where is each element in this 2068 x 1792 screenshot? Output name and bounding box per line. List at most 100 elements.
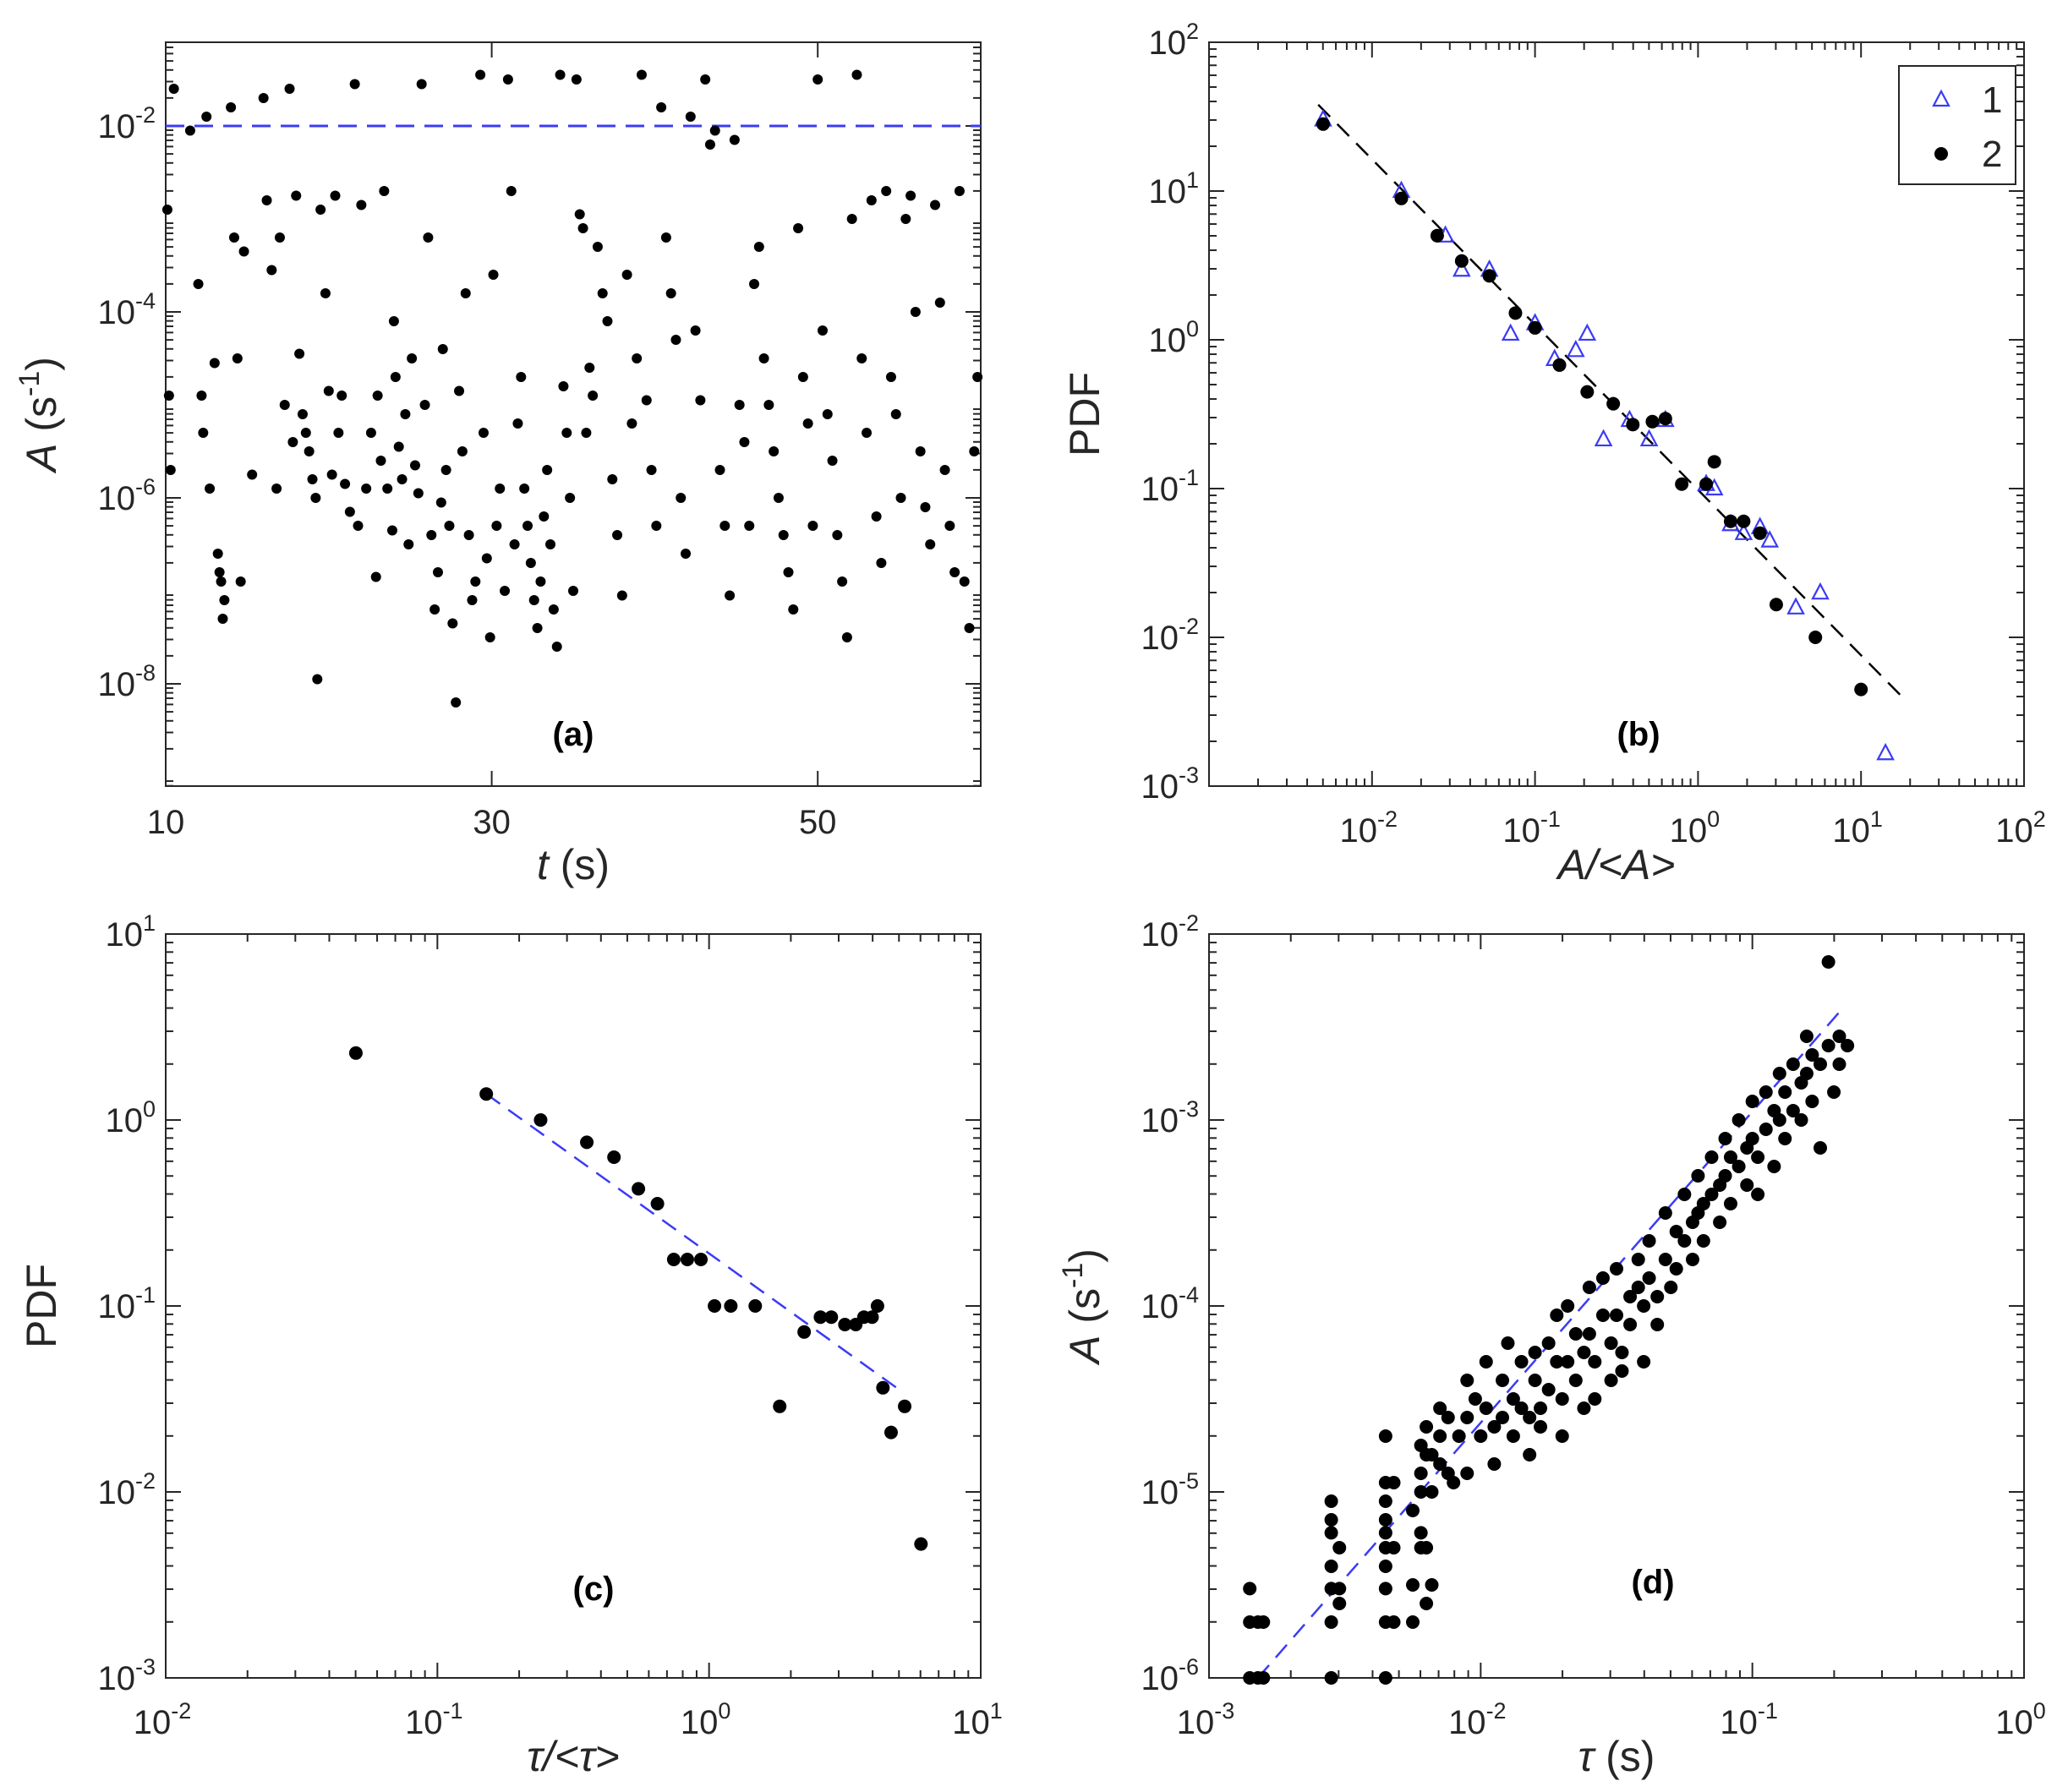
y-tick-label: 10-8 (97, 660, 156, 703)
data-point (457, 446, 468, 456)
data-point (423, 232, 434, 243)
y-tick-label: 10-3 (97, 1654, 156, 1697)
data-point (1378, 1494, 1392, 1508)
data-point (488, 270, 499, 280)
data-point (588, 391, 599, 401)
data-point (1707, 455, 1721, 469)
data-point (481, 553, 492, 564)
data-point (1732, 1113, 1746, 1127)
data-point (479, 1087, 494, 1101)
data-point (184, 125, 195, 136)
x-tick-label: 10-2 (134, 1698, 192, 1741)
data-point (470, 576, 481, 587)
data-point (930, 199, 941, 210)
data-point (475, 69, 486, 80)
panel-annotation: (d) (1631, 1564, 1674, 1601)
data-point (330, 190, 341, 201)
data-point (235, 576, 246, 587)
data-point (651, 521, 662, 531)
y-tick-label: 10-6 (97, 474, 156, 517)
legend: 12 (1898, 65, 2016, 185)
data-point (748, 1299, 763, 1313)
data-point (1734, 522, 1753, 540)
data-point (1669, 1225, 1683, 1238)
x-axis-label: τ (s) (1578, 1733, 1655, 1780)
data-point (1606, 396, 1621, 411)
data-point (895, 493, 906, 503)
y-tick-label: 102 (1148, 19, 1199, 62)
data-point (1324, 1494, 1338, 1508)
data-point (1799, 1067, 1814, 1080)
data-point (388, 316, 399, 326)
x-axis-label: t (s) (537, 841, 610, 888)
data-point (1610, 1262, 1623, 1276)
data-point (584, 363, 595, 373)
y-tick-label: 10-1 (97, 1282, 156, 1325)
panel-annotation: (c) (573, 1571, 615, 1608)
data-point (1751, 1150, 1765, 1164)
data-point (390, 372, 401, 382)
data-point (1814, 1057, 1827, 1071)
data-point (1514, 1401, 1529, 1415)
panel-a: 10 30 50 10-8 10-6 10-4 10-2 (a) t (s) A (s-1) (14, 41, 983, 888)
data-point (478, 428, 489, 438)
data-point (905, 190, 916, 201)
data-point (247, 469, 258, 480)
y-tick-label: 10-2 (97, 102, 156, 145)
data-point (1685, 1253, 1699, 1266)
data-point (533, 1113, 548, 1127)
data-point (817, 325, 828, 336)
data-point (1732, 1160, 1746, 1173)
data-point (1506, 1429, 1520, 1443)
data-point (370, 571, 381, 582)
data-point (788, 604, 799, 615)
data-point (284, 84, 295, 94)
data-point (435, 497, 446, 508)
data-point (783, 567, 794, 577)
data-point (695, 395, 706, 406)
data-point (580, 1135, 594, 1150)
data-point (1479, 1355, 1493, 1369)
panel-c: 10-2 10-1 100 10110-310-210-1100101(c)τ/<τ>… (18, 910, 1003, 1780)
data-point (1324, 1513, 1338, 1527)
data-point (353, 521, 364, 531)
data-point (1430, 228, 1444, 243)
data-point (1523, 1411, 1537, 1424)
data-point (1460, 1374, 1474, 1387)
data-point (793, 223, 804, 233)
data-point (1474, 1429, 1488, 1443)
data-point (1378, 1671, 1392, 1685)
data-point (258, 93, 269, 103)
data-point (1610, 1308, 1623, 1322)
data-point (612, 530, 623, 540)
data-point (1441, 1411, 1455, 1424)
x-tick-label: 10-1 (1720, 1698, 1778, 1741)
x-axis-label: τ/<τ> (527, 1733, 620, 1780)
data-point (1805, 1095, 1819, 1108)
data-point (460, 288, 471, 298)
data-point (1699, 477, 1714, 491)
data-point (1677, 1188, 1692, 1201)
data-point (1772, 1067, 1786, 1080)
data-point (876, 558, 887, 568)
data-point (1420, 1541, 1434, 1554)
series-events (1243, 955, 1855, 1685)
data-point (1821, 1039, 1835, 1052)
data-point (1637, 1355, 1651, 1369)
data-point (216, 576, 227, 587)
data-point (1506, 1392, 1520, 1406)
data-point (495, 484, 506, 494)
data-point (320, 288, 331, 298)
data-point (1650, 1290, 1665, 1303)
data-point (1561, 1299, 1575, 1313)
data-point (193, 279, 204, 289)
data-point (1723, 1197, 1737, 1210)
data-point (312, 674, 323, 685)
data-point (1588, 1392, 1602, 1406)
data-point (1645, 414, 1660, 429)
data-point (1595, 1308, 1610, 1322)
data-point (568, 586, 578, 596)
data-point (1479, 1401, 1493, 1415)
data-point (1324, 1615, 1338, 1629)
data-point (1577, 1346, 1591, 1359)
